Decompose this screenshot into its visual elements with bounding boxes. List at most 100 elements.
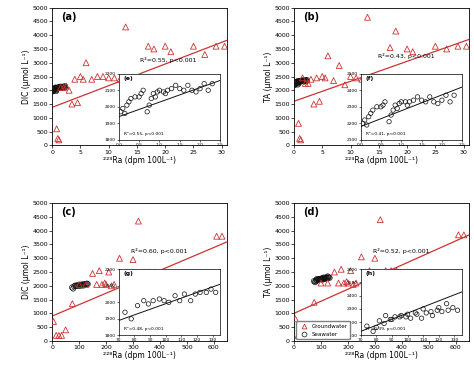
Point [50, 86, 58, 92]
Point [320, 275, 328, 282]
Point [293, 79, 301, 85]
Point [335, 280, 342, 286]
Point [122, 24, 129, 30]
Point [58, 83, 65, 90]
Point [76, 283, 83, 289]
Text: R²=0.55, p<0.001: R²=0.55, p<0.001 [140, 57, 196, 63]
Point [93, 282, 100, 288]
Point [75, 282, 83, 288]
Point [314, 277, 322, 283]
Point [302, 78, 310, 84]
Point [296, 136, 303, 142]
Point [443, 46, 450, 52]
Point [52, 88, 60, 94]
Point [146, 269, 153, 275]
Point [297, 332, 304, 339]
Point [71, 76, 79, 82]
Point [96, 268, 103, 274]
Point [299, 78, 306, 84]
Point [54, 85, 62, 91]
Point [431, 43, 439, 49]
Y-axis label: TA (µmol L⁻¹): TA (µmol L⁻¹) [264, 51, 273, 102]
Point [162, 270, 169, 277]
Point [299, 78, 307, 84]
Point [81, 281, 89, 287]
Point [55, 137, 63, 143]
X-axis label: ²²³Ra (dpm 100L⁻¹): ²²³Ra (dpm 100L⁻¹) [103, 156, 176, 165]
Point [299, 75, 306, 81]
Point [53, 332, 60, 339]
Point [318, 277, 325, 283]
Point [49, 88, 57, 95]
Point [190, 43, 197, 49]
Point [352, 75, 360, 81]
Point [366, 268, 374, 274]
Point [409, 49, 417, 55]
Point [56, 84, 64, 90]
Point [73, 283, 80, 289]
Point [212, 43, 220, 49]
Point [454, 43, 462, 49]
Point [455, 232, 462, 238]
Point [93, 74, 101, 80]
Point [213, 233, 220, 239]
Point [132, 270, 139, 277]
Point [162, 43, 169, 49]
Point [316, 276, 323, 282]
Point [58, 85, 66, 91]
Point [371, 255, 379, 261]
Point [53, 126, 61, 132]
Point [55, 85, 63, 91]
Point [294, 82, 302, 88]
Point [74, 100, 82, 106]
Point [337, 266, 345, 272]
Point [108, 283, 115, 289]
Point [406, 270, 414, 277]
Point [140, 269, 147, 275]
Point [50, 87, 57, 93]
Point [319, 275, 326, 282]
Point [295, 120, 302, 126]
Point [51, 85, 58, 92]
Point [324, 273, 331, 280]
Point [300, 332, 307, 339]
Y-axis label: TA (µmol L⁻¹): TA (µmol L⁻¹) [264, 247, 273, 297]
Point [298, 78, 305, 84]
Point [301, 80, 309, 87]
Point [304, 327, 311, 333]
Point [60, 83, 68, 90]
Point [302, 77, 310, 83]
Point [50, 319, 57, 325]
Point [321, 275, 329, 281]
Point [411, 270, 419, 277]
Point [364, 14, 371, 20]
Point [325, 274, 333, 280]
Point [77, 74, 84, 80]
Point [376, 217, 384, 223]
Point [296, 78, 304, 84]
Point [61, 85, 68, 91]
Point [116, 76, 124, 82]
Point [292, 80, 299, 86]
Point [303, 77, 311, 83]
Point [297, 137, 305, 143]
Point [74, 282, 82, 288]
Point [292, 79, 300, 85]
Point [381, 75, 388, 81]
Point [89, 270, 96, 277]
Point [300, 77, 308, 83]
Point [60, 84, 67, 90]
Point [293, 79, 301, 85]
Point [101, 280, 109, 286]
Point [330, 78, 337, 84]
Point [82, 282, 90, 288]
Point [49, 88, 56, 94]
Point [57, 84, 64, 90]
Point [323, 274, 330, 280]
Point [374, 269, 382, 275]
Point [295, 79, 303, 85]
Point [336, 62, 343, 69]
Point [221, 43, 228, 49]
Point [301, 79, 309, 85]
Point [392, 268, 400, 274]
